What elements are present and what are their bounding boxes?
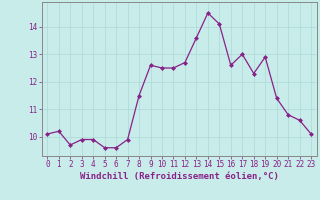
X-axis label: Windchill (Refroidissement éolien,°C): Windchill (Refroidissement éolien,°C) — [80, 172, 279, 181]
